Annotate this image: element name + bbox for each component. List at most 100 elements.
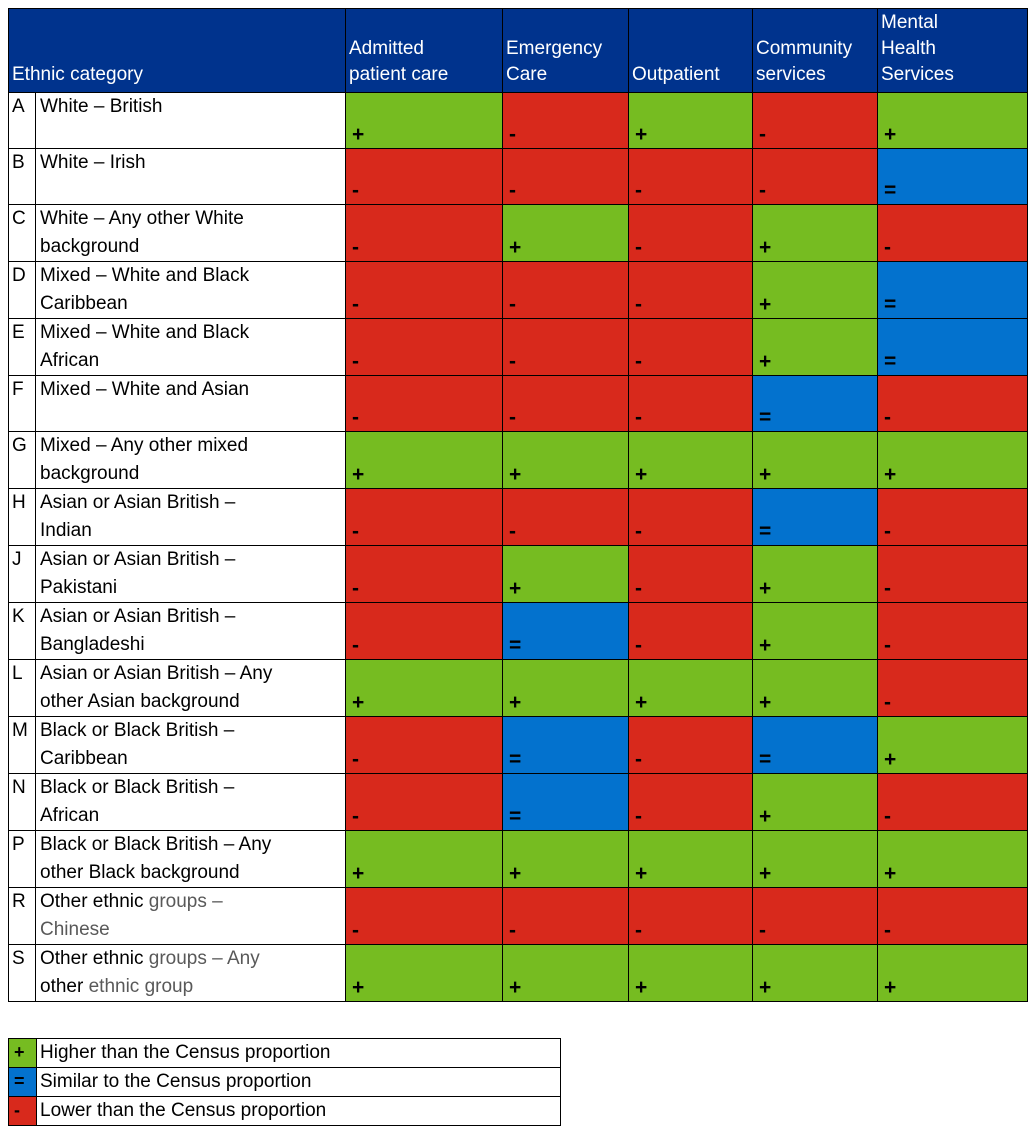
- col-header-outpatient: Outpatient: [628, 8, 753, 93]
- row-label: Mixed – White and Asian: [35, 375, 346, 432]
- table-row: D Mixed – White and Black Caribbean - - - + =: [8, 261, 1028, 319]
- table-row: H Asian or Asian British – Indian - - - = -: [8, 488, 1028, 546]
- row-label-segment: Asian or Asian British – Pakistani: [40, 549, 236, 598]
- row-label-segment: Other ethnic: [40, 891, 149, 912]
- status-cell: =: [502, 716, 629, 774]
- status-cell: -: [345, 602, 503, 660]
- status-cell: =: [502, 602, 629, 660]
- status-cell: -: [877, 773, 1028, 831]
- row-code: A: [8, 92, 36, 149]
- legend-row: - Lower than the Census proportion: [8, 1096, 561, 1126]
- row-code: F: [8, 375, 36, 432]
- row-code: D: [8, 261, 36, 319]
- status-cell: +: [752, 659, 878, 717]
- status-cell: -: [345, 204, 503, 262]
- status-cell: -: [752, 148, 878, 205]
- row-label-segment: Black or Black British – Caribbean: [40, 720, 235, 769]
- table-row: B White – Irish - - - - =: [8, 148, 1028, 205]
- status-cell: -: [628, 375, 753, 432]
- status-cell: +: [752, 261, 878, 319]
- status-cell: +: [502, 204, 629, 262]
- status-cell: -: [502, 887, 629, 945]
- row-label-segment: Mixed – White and Asian: [40, 379, 250, 400]
- col-header-emergency-care: Emergency Care: [502, 8, 629, 93]
- status-cell: -: [628, 887, 753, 945]
- row-label: Black or Black British – African: [35, 773, 346, 831]
- row-code: N: [8, 773, 36, 831]
- row-code: B: [8, 148, 36, 205]
- table-row: F Mixed – White and Asian - - - = -: [8, 375, 1028, 432]
- status-cell: -: [502, 375, 629, 432]
- col-header-ethnic-category: Ethnic category: [8, 8, 346, 93]
- status-cell: +: [752, 944, 878, 1002]
- status-cell: +: [752, 431, 878, 489]
- row-code: L: [8, 659, 36, 717]
- row-label: White – Any other White background: [35, 204, 346, 262]
- row-label-segment: Mixed – White and Black African: [40, 322, 250, 371]
- row-label: Asian or Asian British – Any other Asian…: [35, 659, 346, 717]
- row-code: C: [8, 204, 36, 262]
- row-label: Mixed – White and Black Caribbean: [35, 261, 346, 319]
- status-cell: +: [502, 431, 629, 489]
- row-label: White – British: [35, 92, 346, 149]
- status-cell: +: [345, 944, 503, 1002]
- status-cell: -: [628, 261, 753, 319]
- status-cell: -: [628, 318, 753, 376]
- row-label: Mixed – Any other mixed background: [35, 431, 346, 489]
- status-cell: -: [628, 716, 753, 774]
- status-cell: +: [877, 92, 1028, 149]
- status-cell: =: [877, 261, 1028, 319]
- status-cell: -: [877, 545, 1028, 603]
- col-header-mental-health-services: Mental Health Services: [877, 8, 1028, 93]
- status-cell: +: [345, 659, 503, 717]
- status-cell: -: [877, 488, 1028, 546]
- status-cell: -: [345, 488, 503, 546]
- status-cell: +: [345, 431, 503, 489]
- row-label-segment: Black or Black British – African: [40, 777, 235, 826]
- row-label-segment: other: [40, 976, 89, 997]
- legend: + Higher than the Census proportion = Simil…: [8, 1038, 561, 1126]
- status-cell: =: [877, 148, 1028, 205]
- table-row: N Black or Black British – African - = - + -: [8, 773, 1028, 831]
- row-code: J: [8, 545, 36, 603]
- status-cell: +: [752, 318, 878, 376]
- status-cell: =: [752, 375, 878, 432]
- status-cell: -: [628, 204, 753, 262]
- ethnicity-service-table: Ethnic category Admitted patient care Em…: [8, 8, 1028, 1002]
- row-label-segment: White – Any other White background: [40, 208, 244, 257]
- legend-symbol-swatch: -: [8, 1096, 37, 1126]
- table-row: J Asian or Asian British – Pakistani - + - + -: [8, 545, 1028, 603]
- status-cell: -: [345, 716, 503, 774]
- row-code: G: [8, 431, 36, 489]
- row-code: S: [8, 944, 36, 1002]
- status-cell: =: [877, 318, 1028, 376]
- row-label-segment: Asian or Asian British – Bangladeshi: [40, 606, 236, 655]
- status-cell: +: [502, 830, 629, 888]
- row-label: Asian or Asian British – Indian: [35, 488, 346, 546]
- status-cell: =: [752, 488, 878, 546]
- col-header-community-services: Community services: [752, 8, 878, 93]
- status-cell: -: [345, 318, 503, 376]
- status-cell: +: [877, 431, 1028, 489]
- status-cell: -: [502, 261, 629, 319]
- row-label-segment: groups – Any: [148, 948, 260, 969]
- status-cell: -: [628, 488, 753, 546]
- status-cell: +: [628, 92, 753, 149]
- status-cell: -: [502, 488, 629, 546]
- table-row: A White – British + - + - +: [8, 92, 1028, 149]
- table-row: K Asian or Asian British – Bangladeshi - = -…: [8, 602, 1028, 660]
- status-cell: =: [502, 773, 629, 831]
- status-cell: +: [752, 830, 878, 888]
- legend-symbol-swatch: +: [8, 1038, 37, 1068]
- status-cell: +: [877, 716, 1028, 774]
- status-cell: +: [628, 431, 753, 489]
- row-label: White – Irish: [35, 148, 346, 205]
- status-cell: -: [877, 602, 1028, 660]
- row-code: H: [8, 488, 36, 546]
- status-cell: -: [877, 659, 1028, 717]
- row-label: Black or Black British – Caribbean: [35, 716, 346, 774]
- row-label-segment: Asian or Asian British – Any other Asian…: [40, 663, 273, 712]
- table-row: C White – Any other White background - + - + -: [8, 204, 1028, 262]
- row-label: Asian or Asian British – Pakistani: [35, 545, 346, 603]
- legend-symbol-swatch: =: [8, 1067, 37, 1097]
